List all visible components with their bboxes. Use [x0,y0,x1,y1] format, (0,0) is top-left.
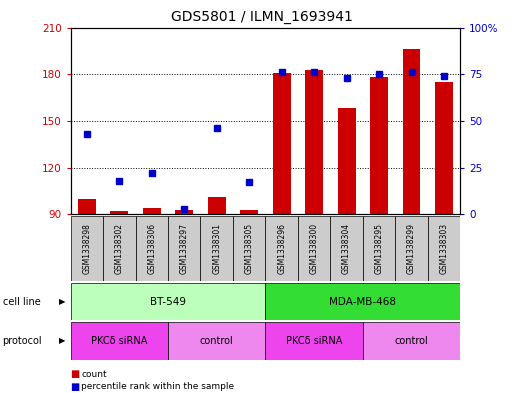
Bar [175,209,193,214]
Bar [331,216,363,281]
Text: ▶: ▶ [59,297,65,306]
Bar [168,216,200,281]
Text: GDS5801 / ILMN_1693941: GDS5801 / ILMN_1693941 [170,10,353,24]
Text: GSM1338297: GSM1338297 [180,223,189,274]
Bar [272,73,291,214]
Bar [200,216,233,281]
Bar [363,322,460,360]
Text: ■: ■ [71,369,80,379]
Bar [428,216,460,281]
Bar [71,322,168,360]
Text: control: control [395,336,428,346]
Text: protocol: protocol [3,336,42,346]
Bar [305,70,323,214]
Bar [403,49,420,214]
Bar [395,216,428,281]
Text: GSM1338295: GSM1338295 [374,223,383,274]
Bar [233,216,266,281]
Bar [363,216,395,281]
Text: BT-549: BT-549 [150,297,186,307]
Text: GSM1338296: GSM1338296 [277,223,286,274]
Text: GSM1338304: GSM1338304 [342,223,351,274]
Text: control: control [200,336,234,346]
Text: GSM1338305: GSM1338305 [245,223,254,274]
Text: GSM1338300: GSM1338300 [310,223,319,274]
Bar [208,197,225,214]
Bar [435,82,453,214]
Bar [71,216,103,281]
Text: GSM1338298: GSM1338298 [82,223,92,274]
Text: GSM1338306: GSM1338306 [147,223,156,274]
Text: GSM1338302: GSM1338302 [115,223,124,274]
Bar [266,283,460,320]
Text: percentile rank within the sample: percentile rank within the sample [81,382,234,391]
Bar [78,198,96,214]
Text: PKCδ siRNA: PKCδ siRNA [91,336,147,346]
Bar [266,322,363,360]
Text: GSM1338303: GSM1338303 [439,223,449,274]
Bar [143,208,161,214]
Text: GSM1338299: GSM1338299 [407,223,416,274]
Bar [298,216,331,281]
Text: cell line: cell line [3,297,40,307]
Text: ▶: ▶ [59,336,65,345]
Text: MDA-MB-468: MDA-MB-468 [329,297,396,307]
Text: ■: ■ [71,382,80,392]
Bar [370,77,388,214]
Bar [266,216,298,281]
Bar [103,216,135,281]
Bar [240,209,258,214]
Bar [135,216,168,281]
Bar [110,211,128,214]
Text: PKCδ siRNA: PKCδ siRNA [286,336,343,346]
Text: count: count [81,370,107,378]
Bar [71,283,266,320]
Bar [338,108,356,214]
Bar [168,322,266,360]
Text: GSM1338301: GSM1338301 [212,223,221,274]
